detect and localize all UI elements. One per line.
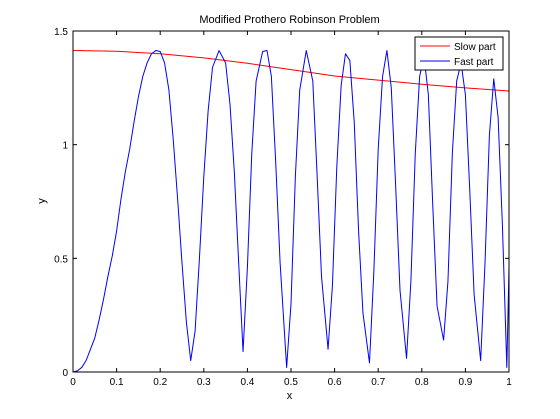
y-tick-label: 1.5 [54, 27, 68, 38]
series-line-fast-part [72, 50, 510, 373]
x-tick-label: 0.9 [458, 377, 472, 388]
x-tick-label: 0.7 [371, 377, 385, 388]
legend: Slow part Fast part [414, 36, 504, 71]
chart-title: Modified Prothero Robinson Problem [199, 14, 379, 26]
x-tick-label: 0.1 [110, 377, 124, 388]
series-line-slow-part [72, 50, 510, 92]
x-tick-label: 0.3 [197, 377, 211, 388]
x-tick-label: 0.5 [284, 377, 298, 388]
axes: 0 0.1 0.2 0.3 0.4 0.5 0.6 0.7 0.8 0.9 1 0 0.5 1 1.5 [54, 27, 512, 388]
x-tick-label: 0.6 [328, 377, 342, 388]
x-tick-label: 0 [70, 377, 76, 388]
x-tick-label: 0.4 [240, 377, 254, 388]
x-tick-label: 1 [506, 377, 512, 388]
legend-label-slow-part: Slow part [454, 42, 496, 53]
x-axis-label: x [287, 390, 293, 402]
ticks: 0 0.1 0.2 0.3 0.4 0.5 0.6 0.7 0.8 0.9 1 0 0.5 1 1.5 [54, 27, 512, 388]
x-tick-label: 0.8 [415, 377, 429, 388]
plot-area [72, 50, 510, 373]
y-tick-label: 0 [62, 368, 68, 379]
legend-label-fast-part: Fast part [454, 57, 494, 68]
y-tick-label: 1 [62, 141, 68, 152]
y-axis-label: y [36, 198, 48, 204]
y-tick-label: 0.5 [54, 254, 68, 265]
axes-box [72, 30, 510, 373]
legend-box [414, 36, 504, 71]
x-tick-label: 0.2 [153, 377, 167, 388]
